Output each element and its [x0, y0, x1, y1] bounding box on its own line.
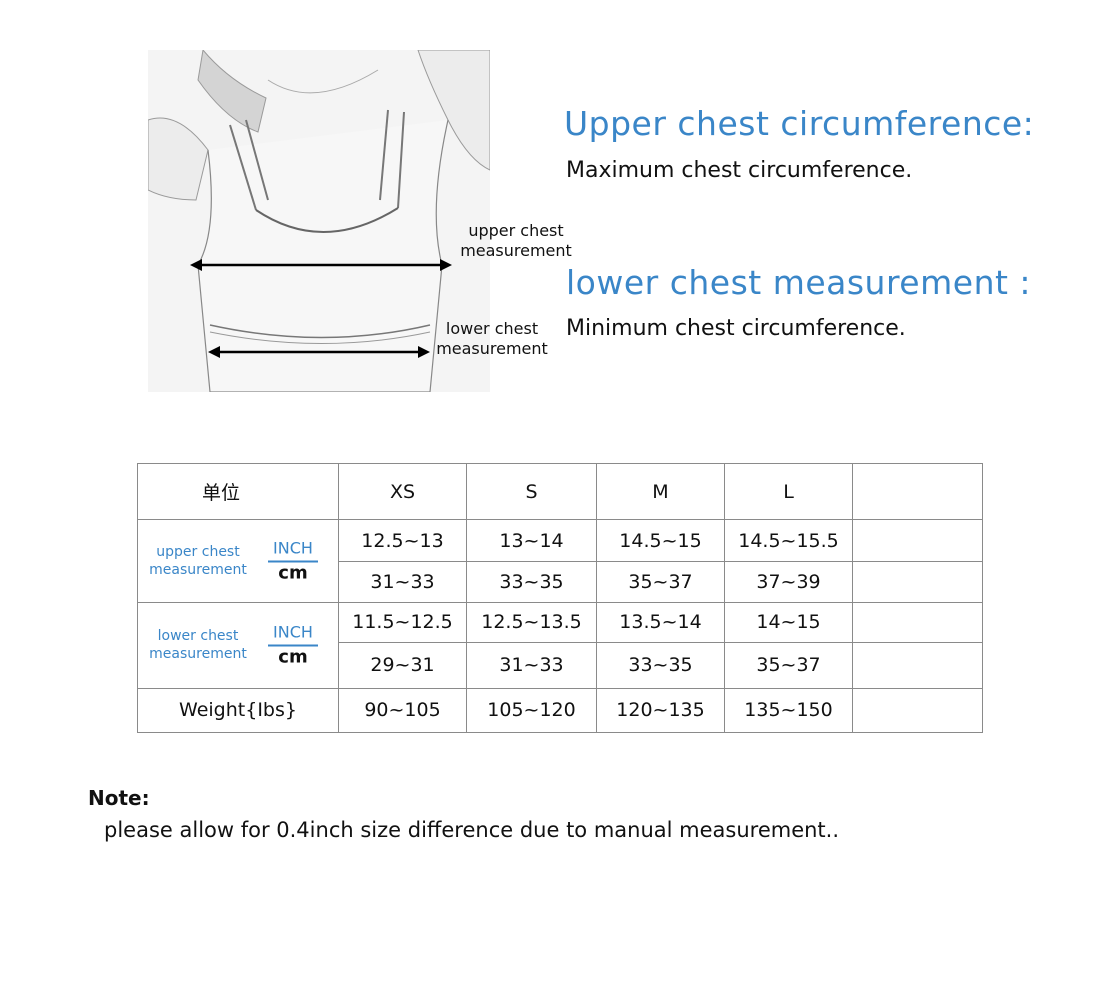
lower-inch-row: lower chest measurement INCH cm 11.5~12.… [137, 601, 983, 689]
note-title: Note: [88, 786, 150, 810]
upper-inch-s: 13~14 [466, 519, 597, 563]
weight-empty [852, 687, 983, 734]
lower-label-line1: lower chest [445, 319, 539, 338]
upper-chest-row-label: upper chest measurement INCH cm [137, 519, 339, 603]
lower-row-label-line2: measurement [149, 646, 247, 663]
weight-s: 105~120 [466, 687, 597, 734]
size-header-s: S [466, 462, 597, 521]
lower-cm-l: 35~37 [724, 641, 853, 689]
lower-row-label-line1: lower chest [157, 628, 239, 645]
upper-inch-row: upper chest measurement INCH cm 12.5~13 … [137, 519, 983, 603]
size-header-empty [852, 462, 983, 521]
lower-chest-label: lower chest measurement [146, 627, 250, 663]
size-header-m: M [596, 462, 725, 521]
upper-row-label-line1: upper chest [156, 543, 240, 560]
lower-chest-row-label: lower chest measurement INCH cm [137, 601, 339, 689]
weight-l: 135~150 [724, 687, 853, 734]
lower-chest-description: Minimum chest circumference. [566, 316, 906, 341]
weight-row: Weight{Ibs} 90~105 105~120 120~135 135~1… [137, 687, 983, 734]
weight-m: 120~135 [596, 687, 725, 734]
lower-inch-l: 14~15 [724, 601, 853, 643]
upper-cm-xs: 31~33 [338, 561, 467, 603]
lower-chest-title: lower chest measurement : [566, 263, 1032, 302]
lower-cm-empty [852, 641, 983, 689]
unit-cm-label: cm [278, 646, 308, 668]
lower-cm-s: 31~33 [466, 641, 597, 689]
upper-chest-description: Maximum chest circumference. [566, 158, 913, 183]
lower-cm-xs: 29~31 [338, 641, 467, 689]
unit-inch-label: INCH [268, 622, 318, 647]
upper-inch-empty [852, 519, 983, 563]
note-text: please allow for 0.4inch size difference… [104, 818, 840, 842]
lower-unit-stack: INCH cm [268, 622, 318, 669]
upper-cm-empty [852, 561, 983, 603]
upper-row-label-line2: measurement [149, 561, 247, 578]
upper-chest-title: Upper chest circumference: [564, 104, 1035, 143]
upper-cm-m: 35~37 [596, 561, 725, 603]
upper-unit-stack: INCH cm [268, 537, 318, 584]
weight-label: Weight{Ibs} [137, 687, 339, 734]
weight-xs: 90~105 [338, 687, 467, 734]
upper-inch-m: 14.5~15 [596, 519, 725, 563]
lower-inch-s: 12.5~13.5 [466, 601, 597, 643]
upper-label-line2: measurement [460, 241, 572, 260]
size-chart-table: 单位 XS S M L upper chest measurement INCH… [137, 462, 983, 734]
table-header-row: 单位 XS S M L [137, 462, 983, 521]
unit-cm-label: cm [278, 562, 308, 584]
lower-inch-xs: 11.5~12.5 [338, 601, 467, 643]
sketch-drawing [148, 50, 490, 392]
upper-cm-s: 33~35 [466, 561, 597, 603]
upper-inch-l: 14.5~15.5 [724, 519, 853, 563]
lower-chest-figure-label: lower chest measurement [428, 319, 556, 359]
size-header-xs: XS [338, 462, 467, 521]
lower-label-line2: measurement [436, 339, 548, 358]
upper-cm-l: 37~39 [724, 561, 853, 603]
sports-bra-sketch [148, 50, 490, 392]
lower-cm-m: 33~35 [596, 641, 725, 689]
unit-header-cell: 单位 [137, 462, 339, 521]
size-header-l: L [724, 462, 853, 521]
upper-label-line1: upper chest [468, 221, 564, 240]
lower-inch-empty [852, 601, 983, 643]
unit-inch-label: INCH [268, 537, 318, 563]
upper-cm-row: 31~33 33~35 35~37 37~39 [138, 561, 983, 603]
upper-chest-label: upper chest measurement [146, 543, 250, 579]
lower-inch-m: 13.5~14 [596, 601, 725, 643]
lower-cm-row: 29~31 31~33 33~35 35~37 [138, 641, 983, 689]
upper-chest-figure-label: upper chest measurement [452, 221, 580, 261]
upper-inch-xs: 12.5~13 [338, 519, 467, 563]
